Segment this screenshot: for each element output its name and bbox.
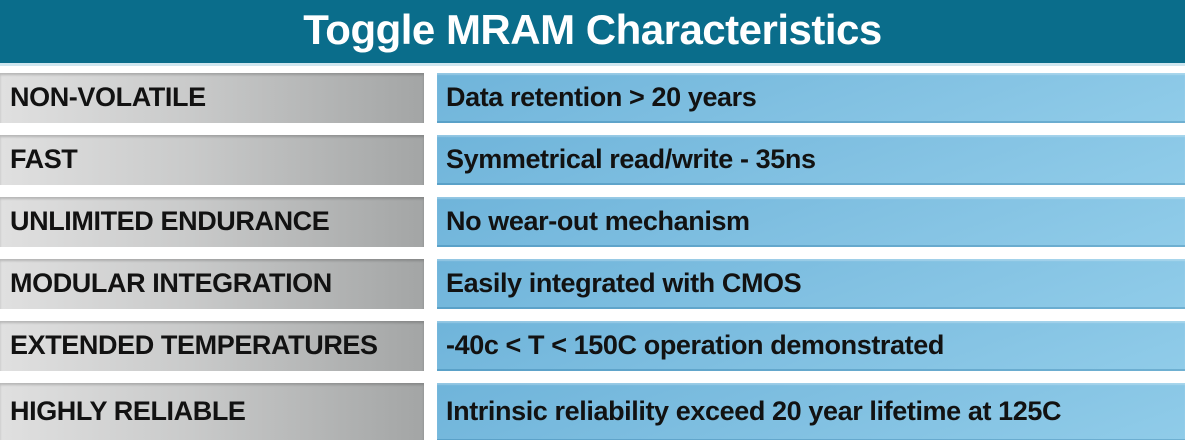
table-row: MODULAR INTEGRATION Easily integrated wi… <box>0 259 1185 309</box>
row-label-cell: EXTENDED TEMPERATURES <box>0 321 424 371</box>
row-label-cell: UNLIMITED ENDURANCE <box>0 197 424 247</box>
table-row: NON-VOLATILE Data retention > 20 years <box>0 73 1185 123</box>
row-label: MODULAR INTEGRATION <box>10 267 332 298</box>
table-row: FAST Symmetrical read/write - 35ns <box>0 135 1185 185</box>
row-label-cell: FAST <box>0 135 424 185</box>
table-row: UNLIMITED ENDURANCE No wear-out mechanis… <box>0 197 1185 247</box>
row-value: Data retention > 20 years <box>446 81 757 112</box>
row-label-cell: NON-VOLATILE <box>0 73 424 123</box>
row-value-cell: -40c < T < 150C operation demonstrated <box>437 321 1185 371</box>
table-title: Toggle MRAM Characteristics <box>303 5 882 53</box>
table-row: HIGHLY RELIABLE Intrinsic reliability ex… <box>0 383 1185 440</box>
row-value: Symmetrical read/write - 35ns <box>446 143 816 174</box>
row-label: EXTENDED TEMPERATURES <box>10 329 378 360</box>
row-value-cell: No wear-out mechanism <box>437 197 1185 247</box>
row-value-cell: Data retention > 20 years <box>437 73 1185 123</box>
row-label-cell: MODULAR INTEGRATION <box>0 259 424 309</box>
table-header-bar: Toggle MRAM Characteristics <box>0 0 1185 66</box>
row-value: -40c < T < 150C operation demonstrated <box>446 329 944 360</box>
row-value: Easily integrated with CMOS <box>446 267 802 298</box>
row-label: FAST <box>10 143 78 174</box>
row-label: HIGHLY RELIABLE <box>10 395 246 426</box>
row-label: UNLIMITED ENDURANCE <box>10 205 330 236</box>
row-value-cell: Symmetrical read/write - 35ns <box>437 135 1185 185</box>
row-value: No wear-out mechanism <box>446 205 750 236</box>
row-value-cell: Intrinsic reliability exceed 20 year lif… <box>437 383 1185 440</box>
row-value-cell: Easily integrated with CMOS <box>437 259 1185 309</box>
row-label-cell: HIGHLY RELIABLE <box>0 383 424 440</box>
table-body: NON-VOLATILE Data retention > 20 years F… <box>0 73 1185 440</box>
table-row: EXTENDED TEMPERATURES -40c < T < 150C op… <box>0 321 1185 371</box>
row-value: Intrinsic reliability exceed 20 year lif… <box>446 395 1062 426</box>
row-label: NON-VOLATILE <box>10 81 206 112</box>
